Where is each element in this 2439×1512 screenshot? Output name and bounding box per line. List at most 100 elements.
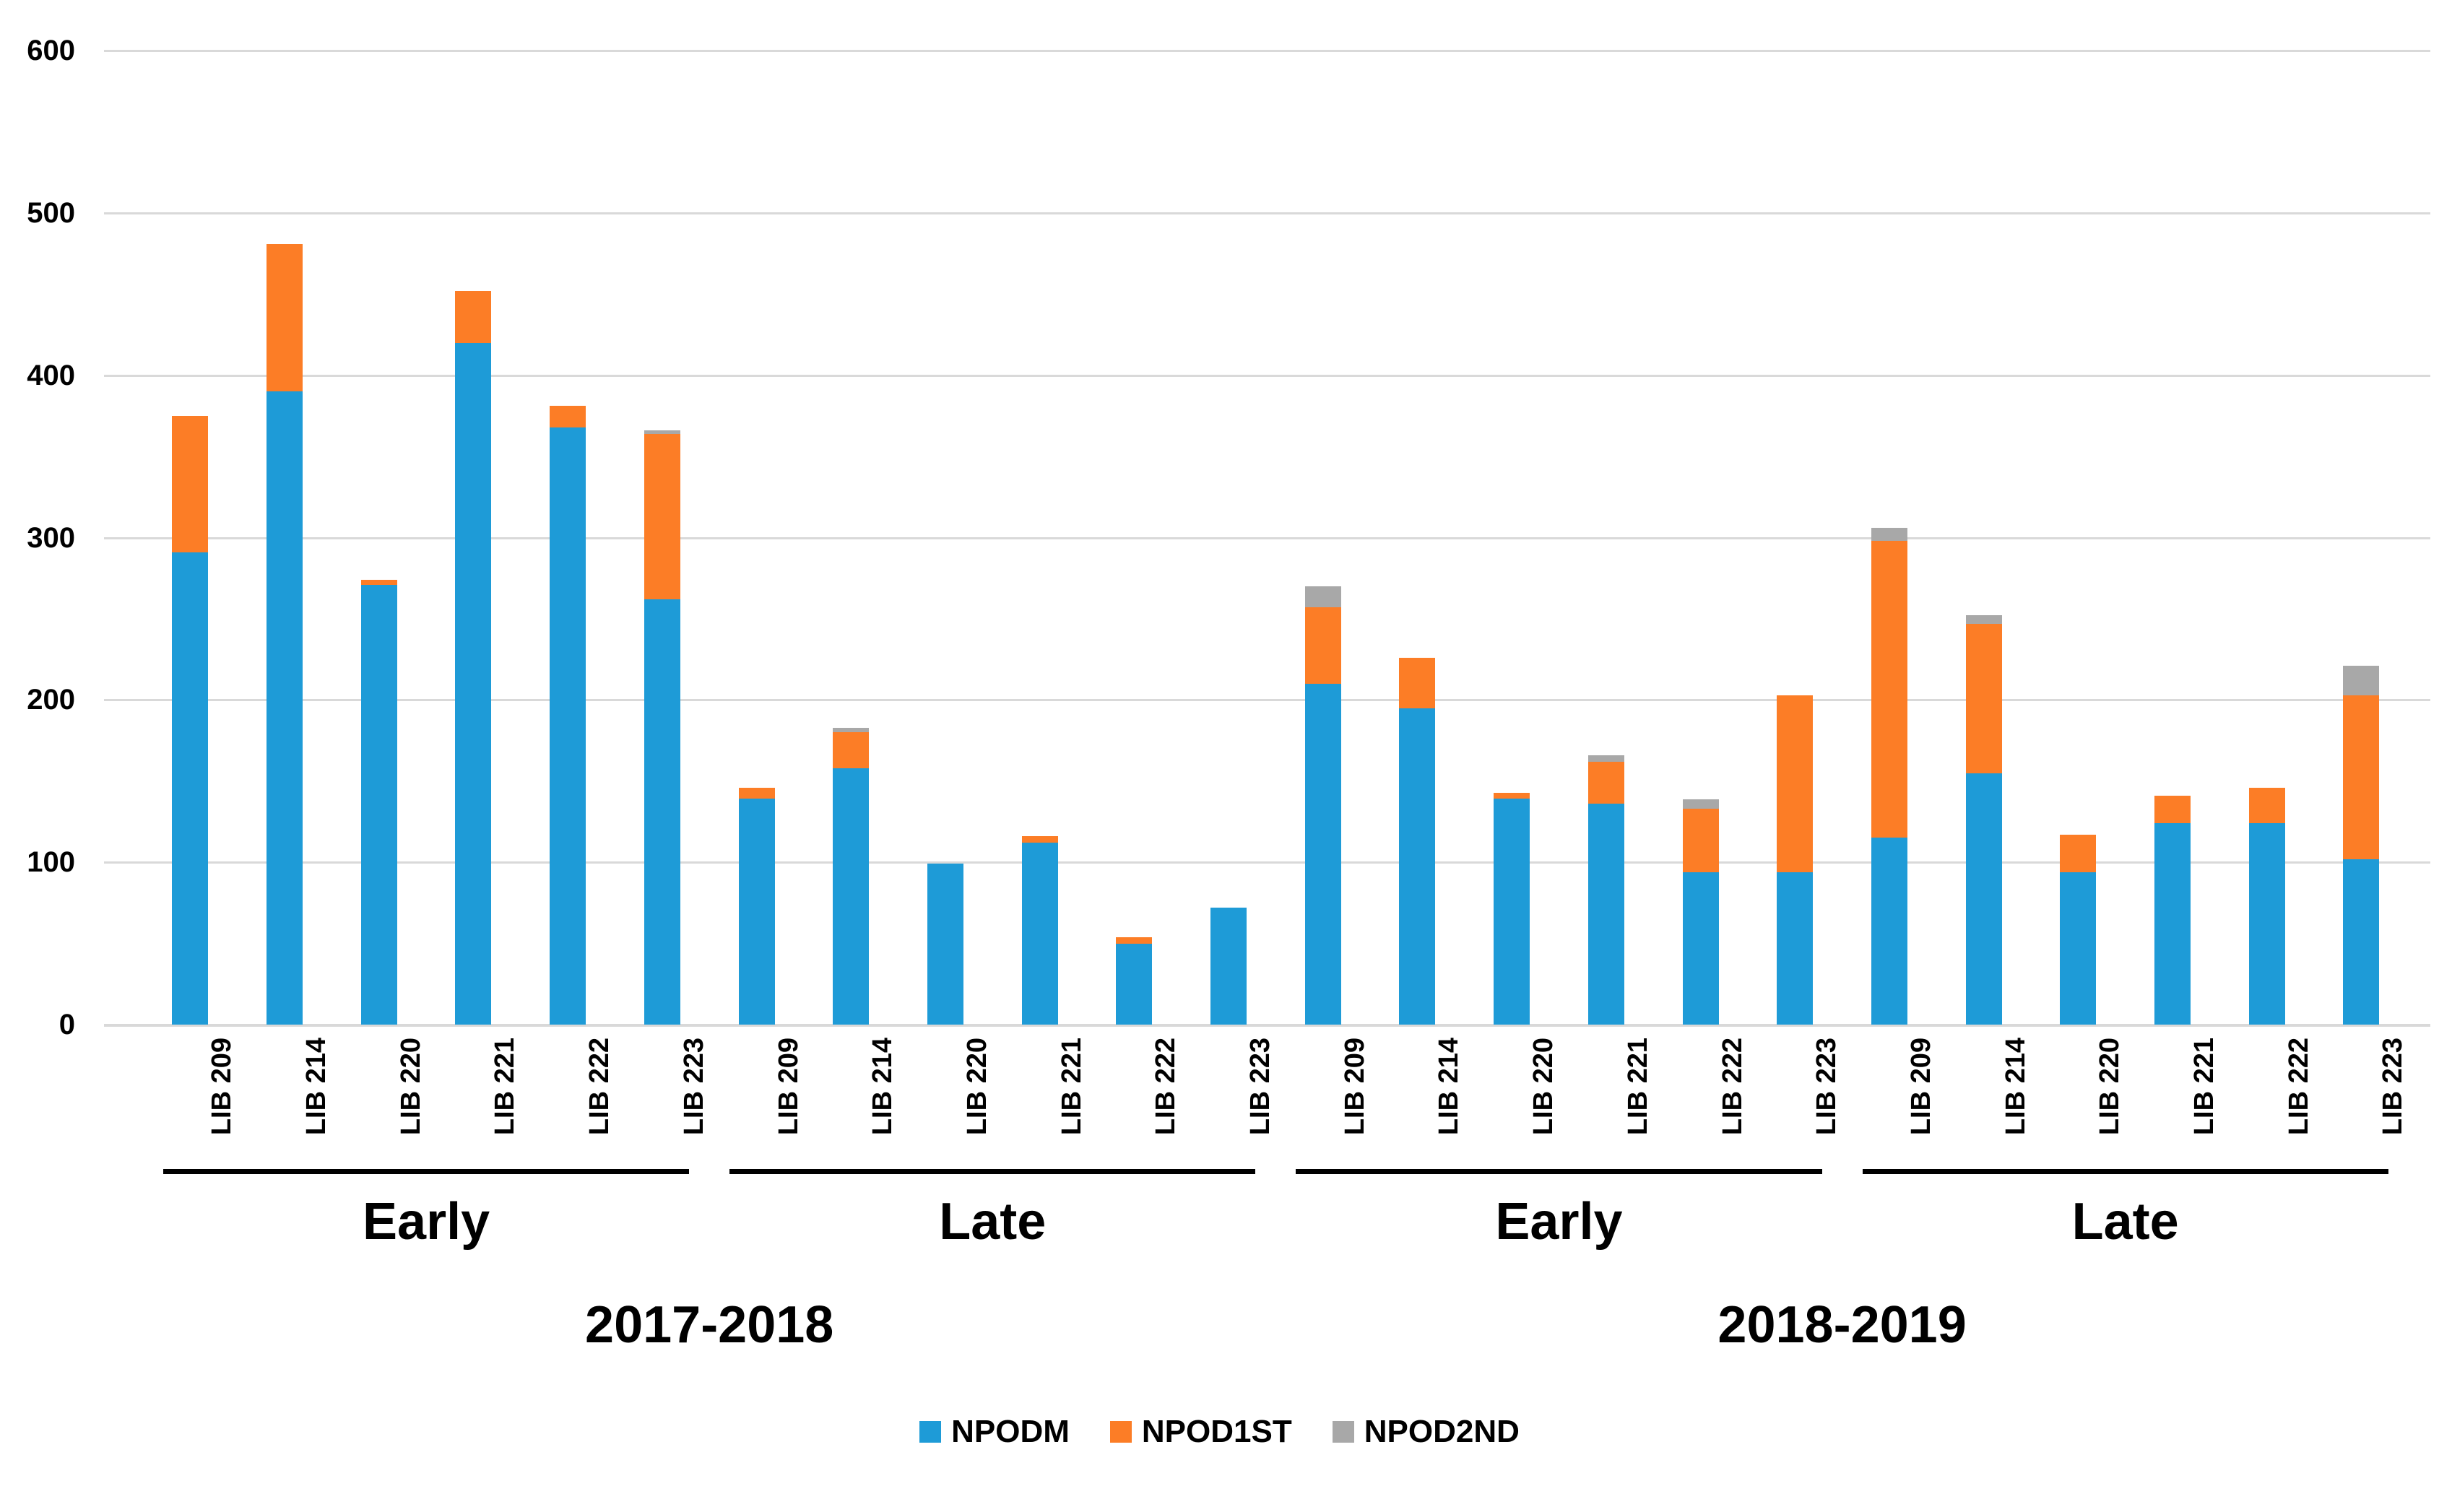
bar-segment-npod2nd: [1304, 586, 1341, 608]
group-underline-0: [163, 1169, 690, 1174]
group-label-early-2: Early: [1495, 1193, 1623, 1251]
x-axis-category-label: LIB 209: [773, 1038, 804, 1136]
bar-segment-npod1st: [455, 290, 492, 343]
y-axis-tick-label-200: 200: [27, 684, 75, 716]
bar-segment-npod1st: [1777, 695, 1814, 872]
bar-segment-npodm: [2154, 823, 2191, 1025]
legend-swatch-icon: [1332, 1421, 1354, 1443]
bar-segment-npod1st: [2060, 834, 2097, 872]
bar-20-lib220: [2060, 51, 2097, 1025]
bar-6-lib209: [738, 51, 775, 1025]
plot-area: 0 100 200 300 400 500 600 LIB 209 LIB 214 LIB 220…: [27, 35, 2430, 1354]
x-axis-category-label: LIB 221: [490, 1038, 521, 1136]
x-axis-category-label: LIB 222: [1151, 1038, 1182, 1136]
bar-segment-npodm: [455, 342, 492, 1025]
x-axis-category-label: LIB 223: [678, 1038, 709, 1136]
x-axis-category-label: LIB 214: [867, 1038, 898, 1136]
bar-9-lib221: [1021, 51, 1058, 1025]
bar-segment-npod1st: [1871, 541, 1907, 838]
x-axis-category-label: LIB 222: [584, 1038, 615, 1136]
bar-10-lib222: [1116, 51, 1153, 1025]
bar-segment-npod1st: [738, 787, 775, 799]
bar-11-lib223: [1210, 51, 1247, 1025]
bar-segment-npod1st: [2248, 787, 2285, 824]
x-axis-line: [104, 1024, 2430, 1027]
bar-segment-npodm: [1021, 843, 1058, 1025]
bar-segment-npodm: [172, 552, 209, 1025]
x-axis-category-label: LIB 209: [1905, 1038, 1936, 1136]
chart-legend: NPODM NPOD1ST NPOD2ND: [0, 1414, 2439, 1450]
y-axis-tick-label-500: 500: [27, 196, 75, 229]
gridline-200: [104, 699, 2430, 702]
x-axis-category-label: LIB 209: [207, 1038, 238, 1136]
bar-segment-npod2nd: [833, 727, 870, 733]
bar-segment-npodm: [550, 427, 586, 1025]
bar-segment-npod1st: [550, 406, 586, 427]
bar-segment-npodm: [1116, 943, 1153, 1025]
bar-22-lib222: [2248, 51, 2285, 1025]
x-axis-category-label: LIB 220: [2094, 1038, 2126, 1136]
bar-segment-npod2nd: [1965, 615, 2002, 624]
bar-19-lib214: [1965, 51, 2002, 1025]
gridline-100: [104, 861, 2430, 864]
bar-segment-npod1st: [1965, 623, 2002, 773]
bar-7-lib214: [833, 51, 870, 1025]
bar-segment-npodm: [1777, 872, 1814, 1025]
bar-segment-npod1st: [1304, 607, 1341, 684]
y-axis-tick-label-600: 600: [27, 35, 75, 66]
bar-4-lib222: [550, 51, 586, 1025]
legend-label: NPOD1ST: [1141, 1414, 1292, 1449]
gridline-500: [104, 212, 2430, 214]
group-label-late-1: Late: [939, 1193, 1047, 1251]
legend-label: NPODM: [951, 1414, 1070, 1449]
bar-segment-npod1st: [2154, 796, 2191, 824]
bar-17-lib223: [1777, 51, 1814, 1025]
x-axis-category-label: LIB 221: [1622, 1038, 1653, 1136]
x-axis-category-label: LIB 221: [1056, 1038, 1087, 1136]
bar-segment-npodm: [738, 799, 775, 1025]
x-axis-category-label: LIB 220: [1528, 1038, 1559, 1136]
y-axis-tick-label-300: 300: [27, 521, 75, 554]
bar-segment-npodm: [2343, 859, 2380, 1025]
legend-item-npodm: NPODM: [919, 1414, 1070, 1450]
bar-15-lib221: [1587, 51, 1624, 1025]
bar-16-lib222: [1682, 51, 1719, 1025]
bar-segment-npod1st: [833, 732, 870, 768]
bar-segment-npod1st: [267, 243, 303, 392]
bar-segment-npodm: [1304, 683, 1341, 1025]
x-axis-category-label: LIB 220: [395, 1038, 426, 1136]
bar-segment-npod1st: [1021, 836, 1058, 843]
x-axis-category-label: LIB 222: [2283, 1038, 2314, 1136]
x-axis-category-label: LIB 223: [2378, 1038, 2409, 1136]
bar-segment-npod2nd: [1871, 528, 1907, 541]
bar-segment-npodm: [1965, 773, 2002, 1025]
bar-segment-npodm: [1210, 908, 1247, 1025]
year-label-2017-2018: 2017-2018: [585, 1296, 834, 1354]
y-axis-tick-label-0: 0: [59, 1009, 75, 1040]
gridline-300: [104, 536, 2430, 539]
bar-segment-npodm: [1494, 799, 1530, 1025]
bar-21-lib221: [2154, 51, 2191, 1025]
bar-segment-npodm: [1682, 872, 1719, 1025]
gridline-400: [104, 374, 2430, 377]
group-label-late-3: Late: [2071, 1193, 2179, 1251]
group-underline-1: [729, 1169, 1256, 1174]
bar-segment-npod1st: [1587, 761, 1624, 804]
x-axis-category-label: LIB 220: [961, 1038, 992, 1136]
bar-segment-npod1st: [360, 579, 397, 585]
legend-swatch-icon: [1109, 1421, 1132, 1443]
bar-segment-npod1st: [2343, 695, 2380, 859]
year-label-2018-2019: 2018-2019: [1717, 1296, 1967, 1354]
x-axis-category-label: LIB 214: [1434, 1038, 1465, 1136]
bar-13-lib214: [1399, 51, 1436, 1025]
x-axis-category-label: LIB 223: [1245, 1038, 1276, 1136]
group-label-early-0: Early: [363, 1193, 490, 1251]
bar-14-lib220: [1494, 51, 1530, 1025]
y-axis-tick-label-400: 400: [27, 359, 75, 391]
bar-segment-npod1st: [1682, 809, 1719, 872]
bar-segment-npod1st: [1494, 792, 1530, 799]
bar-segment-npod1st: [644, 433, 680, 599]
legend-item-npod2nd: NPOD2ND: [1332, 1414, 1520, 1450]
bar-segment-npodm: [2060, 872, 2097, 1025]
bar-2-lib220: [360, 51, 397, 1025]
